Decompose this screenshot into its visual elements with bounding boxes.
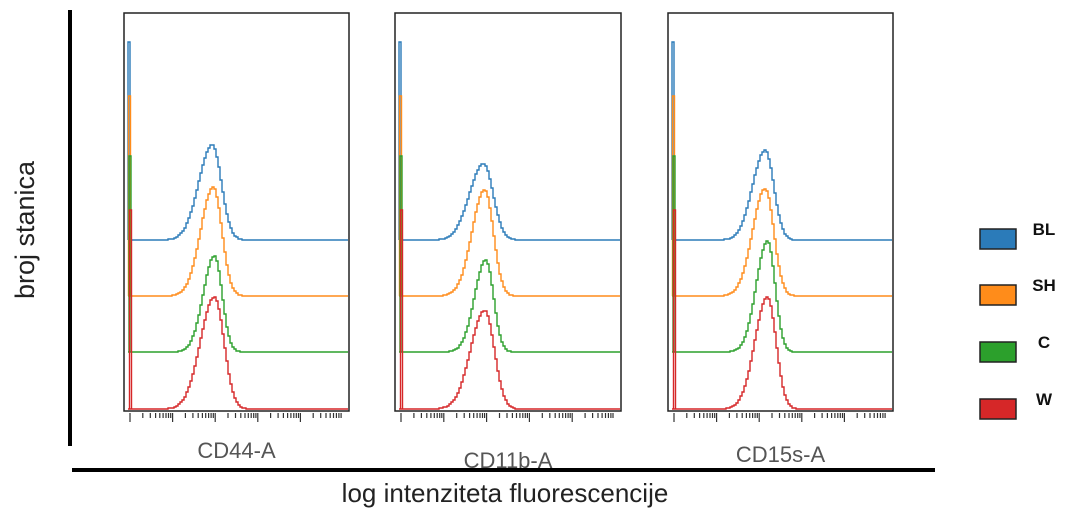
panel-cd44-a: CD44-A bbox=[123, 12, 350, 463]
x-ticks bbox=[673, 413, 886, 422]
panel-frame bbox=[667, 12, 894, 412]
legend-label: BL bbox=[1033, 220, 1056, 239]
histogram-bl bbox=[399, 163, 620, 241]
legend-label: W bbox=[1036, 390, 1053, 409]
panel-frame bbox=[394, 12, 622, 412]
histogram-sh bbox=[128, 186, 348, 297]
legend: BL SH C W bbox=[979, 220, 1056, 420]
panels-group: CD44-A CD11b-A CD15s-A bbox=[123, 12, 894, 473]
histogram-w bbox=[399, 310, 620, 410]
panel-cd11b-a: CD11b-A bbox=[394, 12, 622, 473]
legend-item-bl: BL bbox=[979, 220, 1056, 250]
histogram-c bbox=[672, 240, 892, 353]
histogram-c bbox=[399, 259, 620, 353]
legend-item-sh: SH bbox=[979, 276, 1056, 306]
legend-swatch bbox=[979, 398, 1017, 420]
low-end-spike-w bbox=[672, 209, 677, 409]
x-axis-title: log intenziteta fluorescencije bbox=[342, 478, 669, 508]
low-end-spike-w bbox=[399, 209, 404, 409]
histogram-sh bbox=[672, 188, 892, 297]
panel-frame bbox=[123, 12, 350, 412]
histogram-c bbox=[128, 255, 348, 353]
histogram-bl bbox=[128, 144, 348, 241]
panel-label: CD11b-A bbox=[464, 448, 553, 473]
legend-swatch bbox=[979, 284, 1017, 306]
legend-swatch bbox=[979, 228, 1017, 250]
panel-label: CD15s-A bbox=[736, 442, 826, 467]
panel-label: CD44-A bbox=[197, 438, 276, 463]
legend-swatch bbox=[979, 341, 1017, 363]
low-end-spike-w bbox=[128, 209, 133, 409]
legend-item-c: C bbox=[979, 333, 1050, 363]
legend-item-w: W bbox=[979, 390, 1053, 420]
histogram-sh bbox=[399, 189, 620, 297]
y-axis-title: broj stanica bbox=[10, 160, 40, 299]
histogram-w bbox=[128, 296, 348, 410]
legend-label: SH bbox=[1032, 276, 1056, 295]
x-ticks bbox=[129, 413, 342, 422]
panel-cd15s-a: CD15s-A bbox=[667, 12, 894, 467]
x-ticks bbox=[400, 413, 614, 422]
histogram-bl bbox=[672, 149, 892, 241]
legend-label: C bbox=[1038, 333, 1050, 352]
histogram-w bbox=[672, 296, 892, 410]
